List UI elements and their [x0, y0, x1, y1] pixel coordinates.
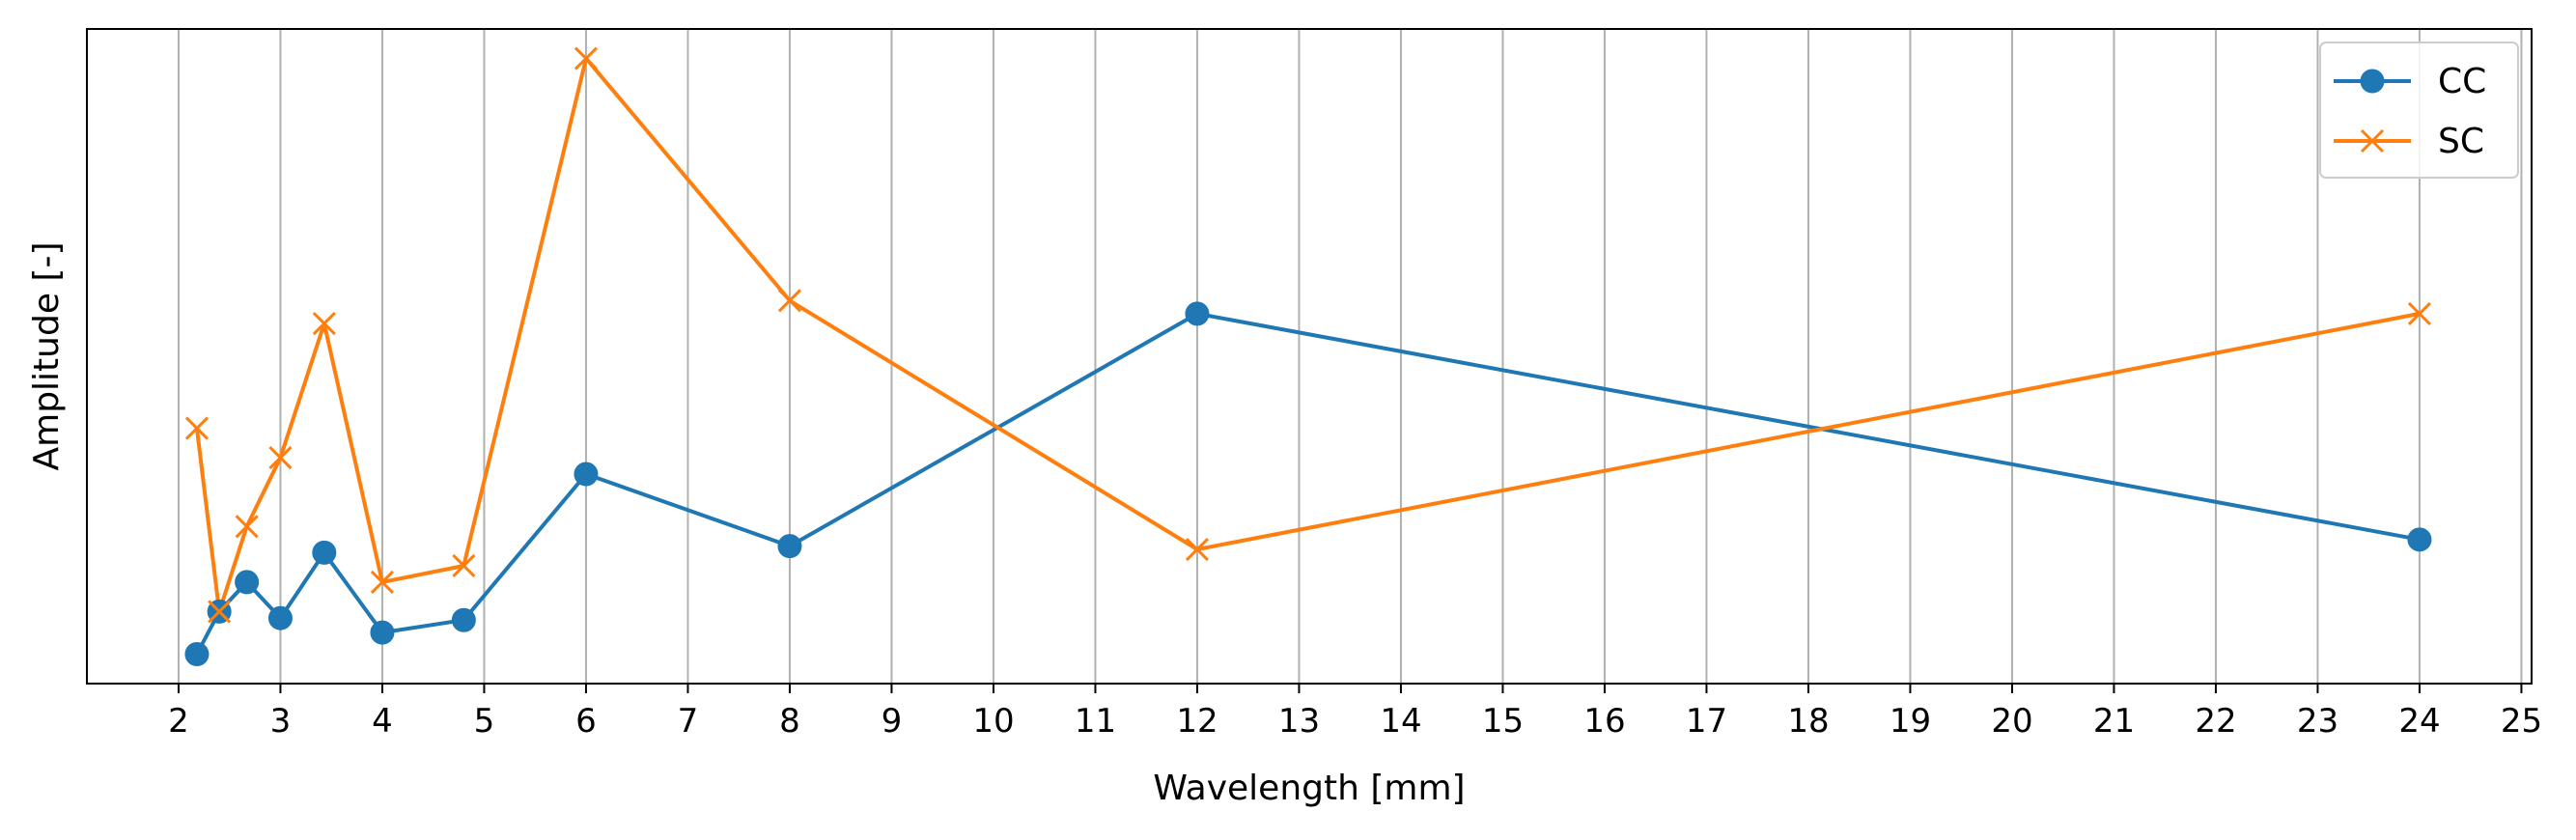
- x-tick-label: 9: [882, 702, 903, 741]
- data-point-cc: [777, 534, 802, 559]
- data-point-sc: [184, 416, 210, 440]
- x-axis-label: Wavelength [mm]: [1153, 769, 1465, 808]
- data-point-cc: [451, 607, 476, 632]
- data-point-sc: [2407, 301, 2432, 325]
- data-point-sc: [208, 600, 232, 624]
- x-tick-label: 7: [678, 702, 699, 741]
- data-point-cc: [235, 570, 260, 595]
- data-point-sc: [312, 312, 336, 336]
- data-point-sc: [574, 46, 599, 70]
- x-tick-label: 20: [1991, 702, 2032, 741]
- x-tick-label: 14: [1380, 702, 1421, 741]
- legend-box: [2319, 42, 2519, 179]
- data-point-sc: [777, 289, 802, 313]
- data-point-cc: [370, 620, 395, 645]
- x-tick-label: 22: [2195, 702, 2236, 741]
- x-axis: 2 3 4 5 6 7 8 9 10 11 12 13 14 15 16 17 18 19 20 21 22 23 24 25: [168, 684, 2542, 741]
- data-point-cc: [1185, 301, 1210, 326]
- data-point-cc: [2407, 527, 2432, 552]
- x-tick-label: 13: [1278, 702, 1320, 741]
- data-point-sc: [1185, 537, 1210, 562]
- x-tick-label: 24: [2398, 702, 2440, 741]
- data-point-cc: [267, 605, 293, 630]
- x-tick-label: 10: [972, 702, 1014, 741]
- data-point-cc: [184, 641, 210, 666]
- x-tick-label: 25: [2501, 702, 2542, 741]
- x-tick-label: 11: [1075, 702, 1116, 741]
- x-tick-label: 17: [1686, 702, 1727, 741]
- data-point-cc: [574, 462, 599, 487]
- legend-entry-sc: SC: [2334, 122, 2484, 161]
- x-tick-label: 18: [1787, 702, 1829, 741]
- legend: CC SC: [2319, 42, 2519, 179]
- x-tick-label: 6: [575, 702, 597, 741]
- x-tick-label: 12: [1176, 702, 1218, 741]
- x-tick-label: 19: [1890, 702, 1931, 741]
- x-tick-label: 5: [474, 702, 495, 741]
- x-tick-label: 2: [168, 702, 189, 741]
- data-point-sc: [268, 446, 293, 470]
- x-tick-label: 16: [1583, 702, 1625, 741]
- legend-entry-cc: CC: [2334, 62, 2486, 101]
- x-tick-label: 21: [2093, 702, 2135, 741]
- data-point-sc: [2360, 128, 2385, 154]
- legend-label: SC: [2438, 122, 2484, 161]
- x-tick-label: 3: [270, 702, 292, 741]
- data-point-sc: [370, 570, 395, 594]
- x-tick-label: 15: [1482, 702, 1524, 741]
- data-point-cc: [312, 540, 337, 565]
- data-point-sc: [452, 553, 476, 578]
- legend-label: CC: [2438, 62, 2486, 101]
- x-tick-label: 23: [2297, 702, 2338, 741]
- series: [184, 46, 2432, 666]
- x-tick-label: 8: [779, 702, 800, 741]
- plot-frame: [86, 28, 2533, 685]
- data-point-cc: [2360, 69, 2385, 94]
- y-axis-label: Amplitude [-]: [27, 241, 67, 470]
- grid: [177, 29, 2523, 684]
- data-point-sc: [235, 515, 259, 539]
- x-tick-label: 4: [372, 702, 393, 741]
